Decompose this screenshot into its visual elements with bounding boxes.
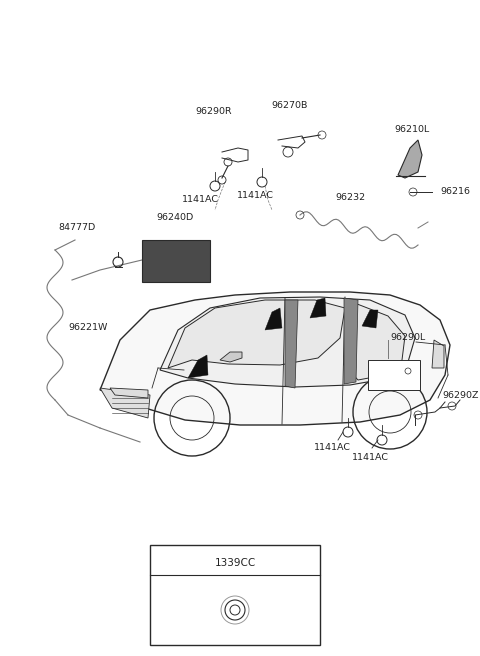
Polygon shape bbox=[100, 292, 450, 425]
FancyBboxPatch shape bbox=[142, 240, 210, 282]
Polygon shape bbox=[285, 300, 298, 388]
Polygon shape bbox=[265, 308, 282, 330]
Polygon shape bbox=[344, 302, 405, 380]
Text: 96290R: 96290R bbox=[196, 108, 232, 117]
Polygon shape bbox=[310, 298, 326, 318]
Polygon shape bbox=[110, 388, 148, 398]
Polygon shape bbox=[220, 352, 242, 362]
Text: 1141AC: 1141AC bbox=[351, 453, 388, 462]
FancyBboxPatch shape bbox=[368, 360, 420, 390]
Polygon shape bbox=[168, 300, 345, 368]
Text: 96210L: 96210L bbox=[395, 125, 430, 134]
Text: 84777D: 84777D bbox=[59, 224, 96, 232]
Text: 1339CC: 1339CC bbox=[215, 558, 256, 568]
Polygon shape bbox=[100, 388, 150, 418]
Text: 96221W: 96221W bbox=[68, 323, 108, 333]
Text: 96216: 96216 bbox=[440, 188, 470, 197]
Polygon shape bbox=[188, 355, 208, 378]
Text: 96270B: 96270B bbox=[272, 100, 308, 110]
Polygon shape bbox=[398, 140, 422, 178]
Polygon shape bbox=[160, 297, 415, 387]
Polygon shape bbox=[362, 310, 378, 328]
Text: 96290L: 96290L bbox=[390, 333, 425, 342]
Polygon shape bbox=[344, 298, 358, 384]
Polygon shape bbox=[432, 340, 444, 368]
Text: 96240D: 96240D bbox=[156, 213, 193, 222]
Text: 96232: 96232 bbox=[335, 194, 365, 203]
FancyBboxPatch shape bbox=[150, 545, 320, 645]
Text: 1141AC: 1141AC bbox=[313, 443, 350, 453]
Text: 1141AC: 1141AC bbox=[181, 195, 218, 205]
Text: 96290Z: 96290Z bbox=[442, 392, 479, 401]
Text: 1141AC: 1141AC bbox=[237, 190, 274, 199]
